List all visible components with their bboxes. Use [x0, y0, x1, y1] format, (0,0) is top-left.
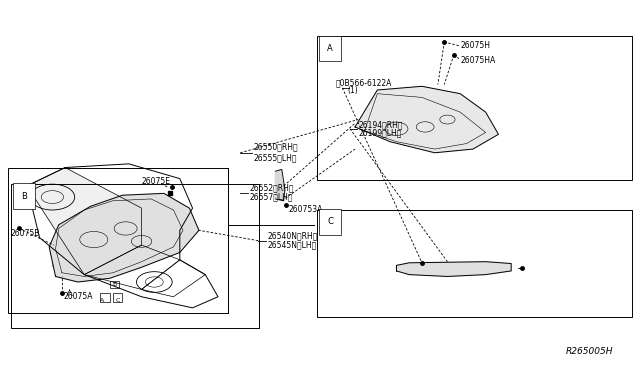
Polygon shape: [275, 169, 285, 201]
Text: 26075H: 26075H: [460, 41, 490, 50]
Text: 26075A: 26075A: [64, 292, 93, 301]
Text: C: C: [115, 298, 120, 303]
Text: B: B: [112, 282, 116, 287]
Text: 26075B: 26075B: [11, 229, 40, 238]
Text: 26075E: 26075E: [141, 177, 171, 186]
Text: 26550〈RH〉: 26550〈RH〉: [253, 143, 298, 152]
Bar: [317, 36, 632, 180]
Text: 260753A: 260753A: [288, 205, 323, 214]
Text: 26555〈LH〉: 26555〈LH〉: [253, 154, 296, 163]
Text: A: A: [327, 44, 333, 53]
Bar: [317, 210, 632, 317]
Text: C: C: [327, 217, 333, 227]
Bar: [11, 184, 259, 328]
Text: B: B: [21, 192, 27, 201]
Bar: [109, 281, 119, 288]
Bar: [113, 293, 122, 302]
Text: 26194〈RH〉: 26194〈RH〉: [358, 121, 403, 129]
Text: 26540N〈RH〉: 26540N〈RH〉: [267, 231, 317, 240]
Text: (1): (1): [348, 86, 358, 94]
Text: 26557〈LH〉: 26557〈LH〉: [250, 193, 293, 202]
Text: A: A: [100, 298, 104, 303]
Bar: [8, 167, 228, 313]
Text: 26199〈LH〉: 26199〈LH〉: [358, 128, 402, 137]
Text: 26545N〈LH〉: 26545N〈LH〉: [267, 241, 316, 250]
Text: 26552〈RH〉: 26552〈RH〉: [250, 183, 294, 192]
Bar: [100, 293, 109, 302]
Text: 26075HA: 26075HA: [460, 56, 495, 65]
Polygon shape: [49, 193, 199, 282]
Polygon shape: [27, 167, 141, 275]
Text: ␖0B566-6122A: ␖0B566-6122A: [336, 78, 392, 87]
Text: R265005H: R265005H: [566, 347, 613, 356]
Polygon shape: [355, 86, 499, 153]
Polygon shape: [396, 262, 511, 276]
